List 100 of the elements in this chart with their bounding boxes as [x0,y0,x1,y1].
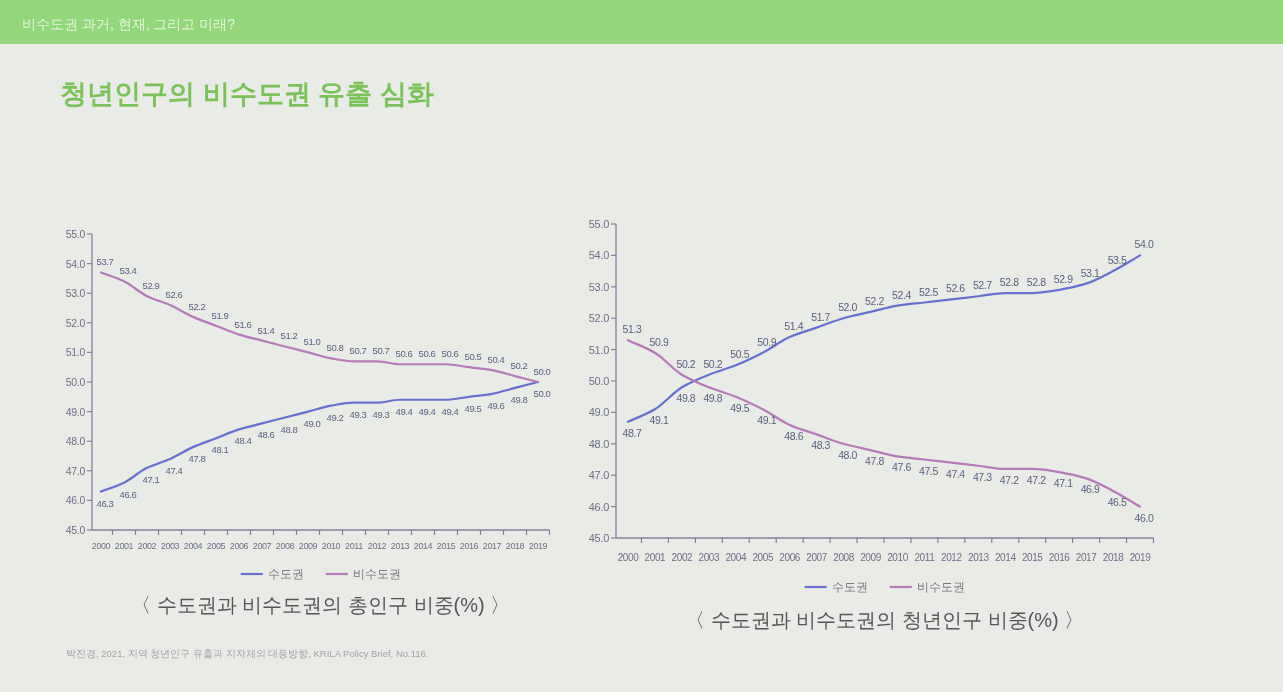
x-tick-label: 2019 [1129,552,1152,563]
y-tick-label: 54.0 [65,257,86,270]
data-label: 47.1 [142,473,160,485]
y-tick-label: 52.0 [65,316,86,329]
x-tick-label: 2017 [1075,552,1098,563]
y-tick-label: 48.0 [65,435,86,448]
x-tick-label: 2003 [160,541,180,551]
data-label: 49.8 [676,392,696,405]
data-label: 52.7 [972,279,993,292]
x-tick-label: 2016 [1048,552,1071,563]
data-label: 50.8 [326,342,344,354]
x-tick-label: 2002 [137,541,157,551]
x-tick-label: 2008 [833,552,855,563]
data-label: 50.0 [533,366,551,377]
y-tick-label: 49.0 [65,405,86,418]
data-label: 47.3 [972,470,993,483]
data-label: 48.7 [622,426,642,439]
data-label: 53.5 [1107,254,1128,267]
x-tick-label: 2010 [321,541,341,551]
x-tick-label: 2017 [482,541,502,551]
data-label: 50.2 [703,357,723,370]
x-tick-label: 2000 [617,552,640,563]
data-label: 52.8 [1026,276,1047,289]
data-label: 52.5 [919,285,939,298]
data-label: 47.2 [1026,473,1047,486]
y-tick-label: 50.0 [65,376,86,388]
y-tick-label: 53.0 [588,280,610,293]
data-label: 51.4 [257,324,275,336]
data-label: 47.2 [999,473,1020,486]
data-label: 49.8 [703,392,723,405]
y-tick-label: 47.0 [65,464,86,477]
text: 〈 수도권과 비수도권의 청년인구 비중(%) 〉 [685,609,1085,631]
x-tick-label: 2013 [967,552,990,563]
text: 〈 수도권과 비수도권의 총인구 비중(%) 〉 [131,594,511,616]
data-label: 50.6 [441,348,459,360]
data-label: 52.4 [892,288,912,301]
y-tick-label: 47.0 [588,469,610,482]
x-tick-label: 2015 [1021,552,1044,563]
y-tick-label: 46.0 [65,494,86,507]
text: 청년인구의 비수도권 유출 심화 [60,79,434,109]
text: 비수도권 과거, 현재, 그리고 미래? [22,16,236,32]
data-label: 49.3 [372,408,390,420]
data-label: 51.2 [280,330,298,342]
data-label: 52.8 [999,276,1020,289]
data-label: 52.6 [165,289,183,301]
data-label: 49.6 [487,399,505,411]
data-label: 48.0 [838,448,858,461]
y-tick-label: 49.0 [588,406,610,419]
x-tick-label: 2000 [91,541,111,551]
data-label: 51.4 [784,320,804,333]
data-label: 52.9 [142,280,160,292]
data-label: 49.5 [730,401,750,414]
x-tick-label: 2011 [345,541,364,551]
x-tick-label: 2014 [994,552,1017,563]
data-label: 50.9 [757,335,777,348]
data-label: 52.9 [1053,272,1074,285]
data-label: 47.6 [892,461,912,474]
y-tick-label: 55.0 [588,218,610,230]
x-tick-label: 2013 [390,541,410,551]
x-tick-label: 2014 [413,541,433,551]
x-tick-label: 2012 [941,552,963,563]
x-tick-label: 2018 [1102,552,1125,563]
data-label: 50.5 [730,348,750,361]
data-label: 48.4 [234,435,252,447]
data-label: 51.3 [622,323,642,336]
data-label: 47.5 [919,464,939,477]
data-label: 48.6 [784,429,804,442]
data-label: 50.9 [649,335,669,348]
data-label: 51.6 [234,318,252,330]
data-label: 48.1 [211,444,229,456]
data-label: 54.0 [1134,238,1154,251]
data-label: 46.5 [1107,495,1128,508]
data-label: 49.5 [464,402,482,414]
data-label: 52.0 [838,301,858,314]
data-label: 50.2 [676,357,696,370]
x-tick-label: 2009 [298,541,318,551]
y-tick-label: 53.0 [65,287,86,300]
data-label: 48.6 [257,429,275,441]
data-label: 51.7 [811,310,831,323]
data-label: 50.7 [349,345,367,357]
data-label: 47.4 [945,467,966,480]
data-label: 50.4 [487,354,505,366]
y-tick-label: 52.0 [588,312,610,325]
data-label: 51.0 [303,336,321,348]
legend-label: 수도권 [267,568,304,580]
data-label: 50.7 [372,345,390,357]
y-tick-label: 54.0 [588,249,610,262]
data-label: 47.8 [188,453,206,465]
data-label: 49.1 [757,414,777,427]
data-label: 47.8 [865,455,885,468]
legend-label: 비수도권 [916,581,965,593]
x-tick-label: 2007 [252,541,272,551]
y-tick-label: 51.0 [65,346,86,359]
x-tick-label: 2018 [505,541,525,551]
data-label: 47.1 [1053,477,1074,490]
x-tick-label: 2006 [779,552,801,563]
data-label: 49.3 [349,408,367,420]
data-label: 50.0 [533,388,551,399]
x-tick-label: 2007 [806,552,828,563]
data-label: 49.1 [649,414,669,427]
